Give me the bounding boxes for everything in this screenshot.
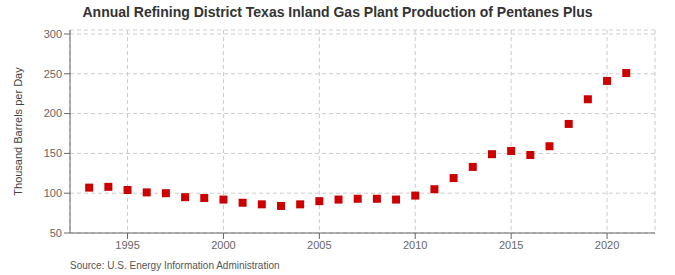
svg-text:50: 50 bbox=[50, 227, 62, 239]
svg-text:2005: 2005 bbox=[307, 239, 331, 251]
svg-text:Thousand Barrels per Day: Thousand Barrels per Day bbox=[12, 67, 24, 196]
svg-text:2010: 2010 bbox=[403, 239, 427, 251]
svg-text:2020: 2020 bbox=[595, 239, 619, 251]
svg-text:2000: 2000 bbox=[211, 239, 235, 251]
svg-text:200: 200 bbox=[44, 107, 62, 119]
svg-text:250: 250 bbox=[44, 68, 62, 80]
svg-text:1995: 1995 bbox=[115, 239, 139, 251]
svg-text:100: 100 bbox=[44, 187, 62, 199]
svg-text:2015: 2015 bbox=[499, 239, 523, 251]
svg-text:300: 300 bbox=[44, 28, 62, 40]
svg-text:150: 150 bbox=[44, 147, 62, 159]
html-text:Annual Refining District Texas: Annual Refining District Texas Inland Ga… bbox=[82, 4, 593, 20]
html-text:Source: U.S. Energy Informatio: Source: U.S. Energy Information Administ… bbox=[70, 260, 280, 271]
